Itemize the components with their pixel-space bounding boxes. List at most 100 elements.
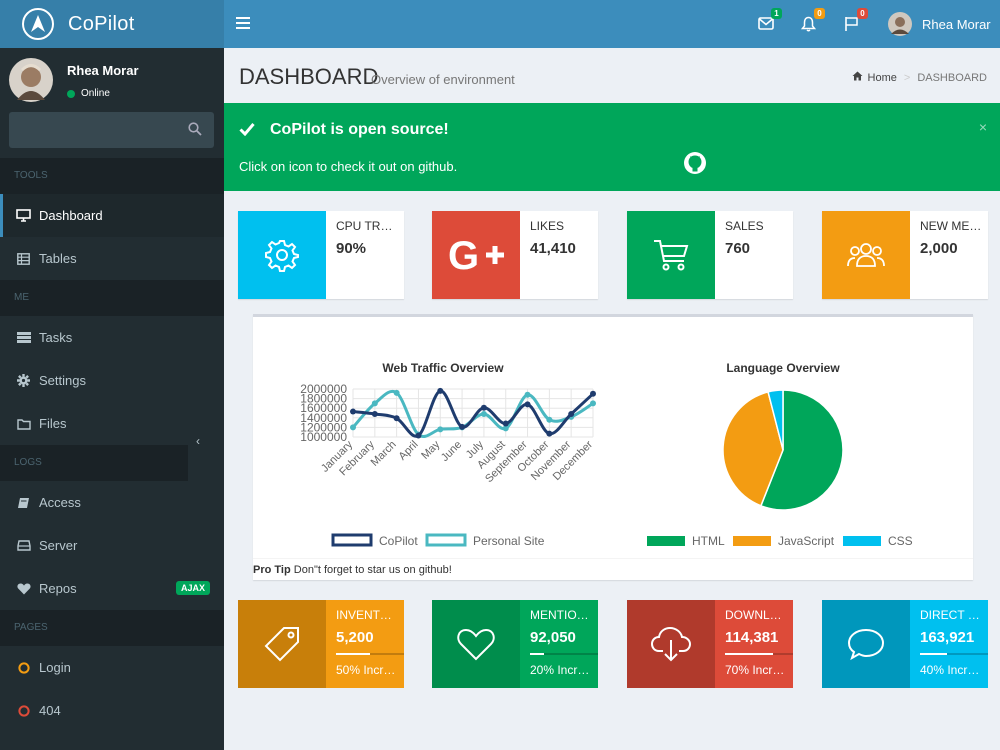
- collapse-chevron-icon[interactable]: ‹: [196, 434, 200, 448]
- breadcrumb-home[interactable]: Home: [867, 71, 897, 84]
- stat-box-label: DIRECT CHAT: [920, 608, 982, 622]
- user-status: Online: [67, 88, 110, 99]
- pro-tip-label: Pro Tip: [253, 564, 291, 576]
- legend-label: HTML: [692, 534, 725, 548]
- stat-box-progress-fill: [530, 653, 544, 655]
- data-point: [415, 432, 422, 439]
- stat-box-value: 5,200: [336, 629, 374, 646]
- stat-box-label: INVENTORY: [336, 608, 398, 622]
- x-tick-label: June: [439, 439, 464, 464]
- y-tick-label: 1200000: [300, 420, 347, 434]
- book-icon: [16, 497, 31, 509]
- stat-box-description: 70% Increase: [725, 663, 787, 677]
- stat-box-progress-fill: [336, 653, 370, 655]
- data-point: [371, 400, 378, 407]
- pie-slice-javascript: [722, 390, 784, 507]
- sidebar-item-access[interactable]: Access: [0, 481, 224, 524]
- legend-label: CoPilot: [379, 534, 418, 548]
- charts-panel: Web Traffic Overview 2000000 1800000 160000…: [253, 314, 973, 580]
- search-icon[interactable]: [188, 122, 202, 141]
- sidebar-item-label: 404: [39, 703, 61, 718]
- stat-box-description: 20% Increase: [530, 663, 592, 677]
- sidebar-item-404[interactable]: 404: [0, 689, 224, 732]
- pie-slice-css: [767, 389, 784, 451]
- section-tools: TOOLS: [0, 158, 224, 194]
- info-box-value: 41,410: [530, 240, 576, 257]
- data-point: [502, 420, 509, 427]
- y-tick-label: 1800000: [300, 392, 347, 406]
- tasks-icon: [16, 332, 31, 343]
- close-icon[interactable]: ×: [978, 119, 987, 135]
- data-point: [568, 410, 575, 417]
- y-tick-label: 1000000: [300, 430, 347, 444]
- brand-logo[interactable]: CoPilot: [0, 0, 224, 48]
- sidebar-item-label: Tasks: [39, 330, 73, 345]
- google-plus-icon: G: [432, 211, 520, 299]
- stat-box-value: 114,381: [725, 629, 779, 646]
- data-point: [437, 387, 444, 394]
- data-point: [459, 423, 466, 430]
- sidebar-search: [9, 112, 214, 148]
- avatar-small: [888, 12, 912, 36]
- success-callout: CoPilot is open source! Click on icon to…: [224, 103, 1000, 191]
- heart-icon: [16, 583, 31, 595]
- data-point: [393, 415, 400, 422]
- sidebar-item-settings[interactable]: Settings: [0, 359, 224, 402]
- sidebar-item-label: Repos: [39, 581, 77, 596]
- chart-title: Language Overview: [726, 361, 840, 375]
- info-box-label: CPU TRAFFIC: [336, 219, 398, 233]
- stat-box-progress: [920, 653, 988, 655]
- sidebar-item-server[interactable]: Server: [0, 524, 224, 567]
- pro-tip-text: Don"t forget to star us on github!: [290, 564, 452, 576]
- legend-swatch: [425, 533, 467, 547]
- tag-icon: [238, 600, 326, 688]
- legend-swatch: [331, 533, 373, 547]
- info-box-value: 90%: [336, 240, 367, 257]
- menu-toggle-icon[interactable]: [236, 14, 250, 32]
- legend-label: JavaScript: [778, 534, 835, 548]
- stat-box-direct-chat: DIRECT CHAT 163,921 40% Increase: [822, 600, 988, 688]
- x-tick-label: March: [369, 439, 399, 469]
- legend-swatch: [843, 536, 881, 546]
- x-tick-label: May: [419, 438, 443, 462]
- sidebar-item-tasks[interactable]: Tasks: [0, 316, 224, 359]
- page-subtitle: Overview of environment: [371, 72, 515, 87]
- circle-yellow-icon: [16, 661, 31, 674]
- home-icon: [852, 71, 863, 84]
- sidebar-item-label: Files: [39, 416, 67, 431]
- sidebar-item-label: Settings: [39, 373, 86, 388]
- section-logs: LOGS: [0, 445, 188, 481]
- stat-box-progress-fill: [725, 653, 773, 655]
- sidebar-item-label: Access: [39, 495, 81, 510]
- callout-title: CoPilot is open source!: [270, 121, 449, 138]
- sidebar-item-dashboard[interactable]: Dashboard: [0, 194, 224, 237]
- y-tick-label: 2000000: [300, 382, 347, 396]
- stat-box-progress-fill: [920, 653, 948, 655]
- user-menu[interactable]: Rhea Morar: [888, 12, 991, 36]
- data-point: [350, 408, 356, 415]
- data-point: [437, 426, 444, 433]
- sidebar-item-tables[interactable]: Tables: [0, 237, 224, 280]
- pie-slice-html: [759, 389, 844, 511]
- sidebar-item-login[interactable]: Login: [0, 646, 224, 689]
- data-point: [590, 390, 596, 397]
- stat-box-description: 50% Increase: [336, 663, 398, 677]
- sidebar-item-files[interactable]: Files: [0, 402, 224, 445]
- info-box-label: LIKES: [530, 219, 565, 233]
- series-line-copilot: [352, 389, 595, 438]
- gear-icon: [238, 211, 326, 299]
- search-input[interactable]: [9, 112, 179, 148]
- data-point: [546, 430, 553, 437]
- sidebar-item-label: Tables: [39, 251, 77, 266]
- github-icon[interactable]: [683, 151, 707, 180]
- bell-icon[interactable]: 0: [800, 8, 825, 34]
- section-me: ME: [0, 280, 224, 316]
- flag-icon[interactable]: 0: [844, 8, 868, 34]
- server-icon: [16, 540, 31, 551]
- data-point: [480, 404, 487, 411]
- messages-icon[interactable]: 1: [758, 8, 782, 34]
- online-dot-icon: [67, 89, 75, 98]
- sidebar-item-repos[interactable]: Repos AJAX: [0, 567, 224, 610]
- ajax-badge: AJAX: [175, 581, 210, 595]
- stat-box-value: 92,050: [530, 629, 576, 646]
